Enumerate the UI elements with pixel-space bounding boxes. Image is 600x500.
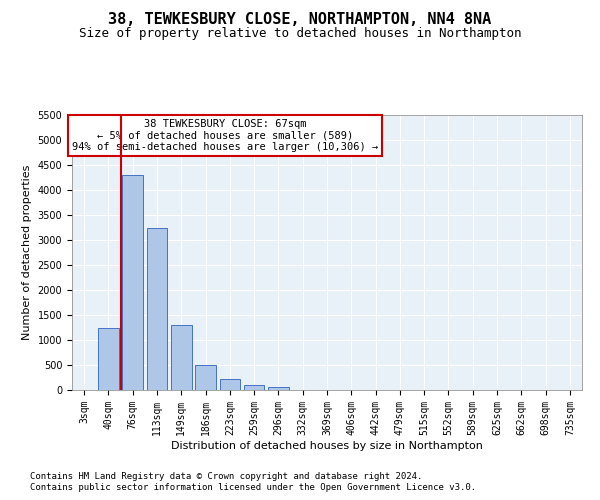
Bar (98, 328, 119, 390)
Y-axis label: Number of detached properties: Number of detached properties (22, 165, 32, 340)
Bar (171, 325, 191, 390)
Bar (146, 228, 167, 390)
Text: Contains HM Land Registry data © Crown copyright and database right 2024.: Contains HM Land Registry data © Crown c… (30, 472, 422, 481)
Text: 38 TEWKESBURY CLOSE: 67sqm
← 5% of detached houses are smaller (589)
94% of semi: 38 TEWKESBURY CLOSE: 67sqm ← 5% of detac… (72, 119, 378, 152)
Bar (122, 175, 143, 390)
X-axis label: Distribution of detached houses by size in Northampton: Distribution of detached houses by size … (171, 440, 483, 450)
Text: 38, TEWKESBURY CLOSE, NORTHAMPTON, NN4 8NA: 38, TEWKESBURY CLOSE, NORTHAMPTON, NN4 8… (109, 12, 491, 28)
Text: Size of property relative to detached houses in Northampton: Size of property relative to detached ho… (79, 28, 521, 40)
Bar (268, 387, 289, 390)
Text: Contains public sector information licensed under the Open Government Licence v3: Contains public sector information licen… (30, 484, 476, 492)
Bar (220, 379, 240, 390)
Bar (195, 365, 216, 390)
Bar (244, 385, 265, 390)
